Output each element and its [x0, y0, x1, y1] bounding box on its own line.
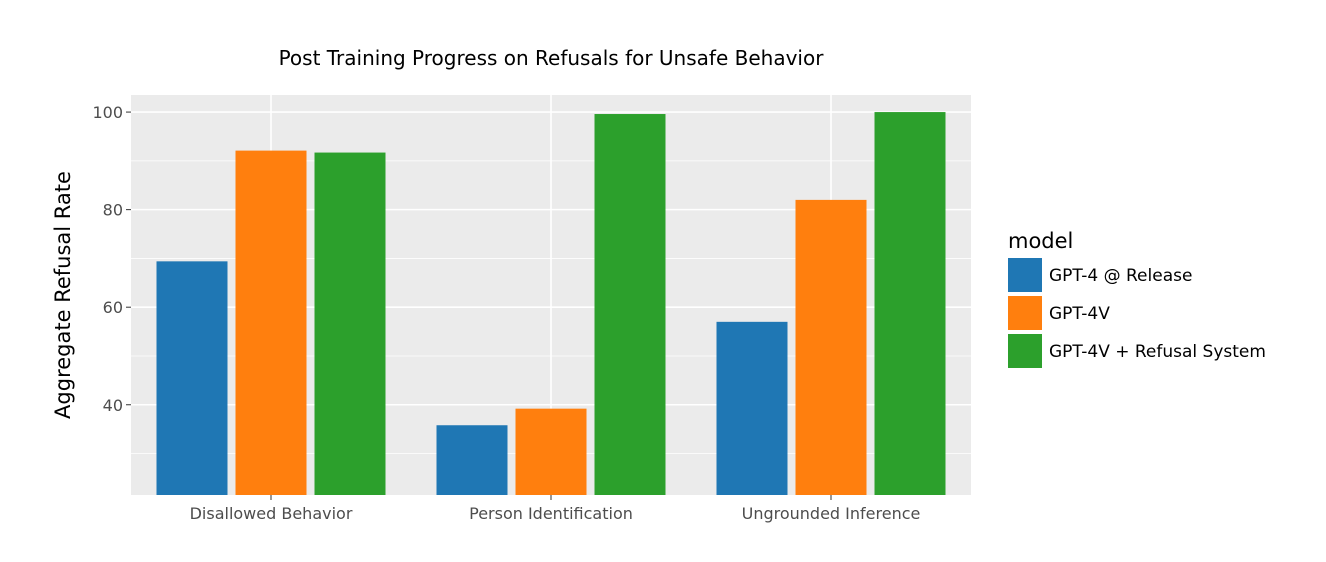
bar: [314, 152, 386, 495]
bar: [156, 261, 228, 495]
x-axis-ticks: Disallowed Behavior Person Identification…: [190, 495, 921, 523]
legend-key: [1008, 296, 1042, 330]
legend-key: [1008, 334, 1042, 368]
chart-title: Post Training Progress on Refusals for U…: [279, 46, 825, 70]
bar: [594, 114, 666, 496]
legend-key: [1008, 258, 1042, 292]
y-axis-ticks: 40 60 80 100: [92, 103, 131, 415]
bar: [795, 199, 867, 495]
bar: [436, 425, 508, 495]
legend-title: model: [1008, 229, 1073, 253]
bar: [716, 321, 788, 495]
y-tick-label: 80: [103, 201, 123, 220]
bar: [235, 150, 307, 496]
y-tick-label: 60: [103, 298, 123, 317]
bar: [874, 112, 946, 495]
x-tick-label: Disallowed Behavior: [190, 504, 353, 523]
legend-label: GPT-4 @ Release: [1049, 266, 1192, 286]
bar: [515, 408, 587, 495]
y-tick-label: 100: [92, 103, 123, 122]
legend: model GPT-4 @ Release GPT-4V GPT-4V + Refu…: [1008, 229, 1266, 368]
legend-label: GPT-4V + Refusal System: [1049, 342, 1266, 362]
legend-items: GPT-4 @ Release GPT-4V GPT-4V + Refusal Sy…: [1008, 258, 1266, 368]
legend-label: GPT-4V: [1049, 304, 1110, 324]
y-tick-label: 40: [103, 396, 123, 415]
x-tick-label: Person Identification: [469, 504, 633, 523]
y-axis-title: Aggregate Refusal Rate: [51, 171, 75, 419]
x-tick-label: Ungrounded Inference: [742, 504, 921, 523]
bars: [156, 112, 946, 496]
